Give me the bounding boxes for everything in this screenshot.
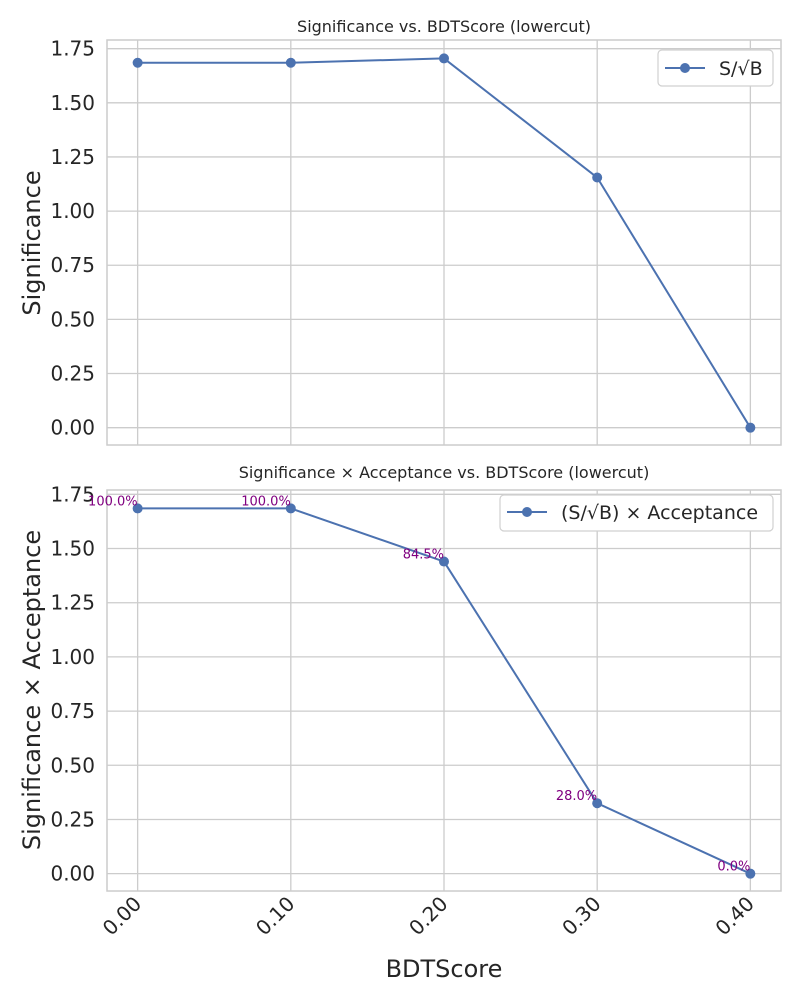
x-tick-label: 0.00 bbox=[98, 892, 146, 940]
top-y-axis-label: Significance bbox=[18, 170, 46, 315]
data-point bbox=[132, 57, 143, 68]
top-legend-marker bbox=[680, 63, 690, 73]
y-tick-label: 0.50 bbox=[50, 307, 95, 331]
y-tick-label: 0.25 bbox=[50, 362, 95, 386]
y-tick-label: 0.00 bbox=[50, 862, 95, 886]
bottom-chart-title: Significance × Acceptance vs. BDTScore (… bbox=[239, 463, 650, 482]
top-legend-box bbox=[657, 49, 774, 87]
data-point bbox=[285, 503, 296, 514]
y-tick-label: 0.00 bbox=[50, 416, 95, 440]
y-tick-label: 1.50 bbox=[50, 91, 95, 115]
data-point bbox=[285, 57, 296, 68]
x-axis-label: BDTScore bbox=[386, 955, 503, 983]
y-tick-label: 1.25 bbox=[50, 591, 95, 615]
data-point bbox=[592, 172, 603, 183]
top-chart-title: Significance vs. BDTScore (lowercut) bbox=[297, 17, 591, 36]
bottom-legend-marker bbox=[522, 507, 532, 517]
data-point bbox=[439, 53, 449, 64]
data-point bbox=[132, 503, 143, 514]
data-point bbox=[592, 798, 603, 809]
bottom-panel: 0.00 0.25 0.50 0.75 1.00 1.25 1.50 1.75 0.00 0.1… bbox=[18, 463, 782, 983]
y-tick-label: 1.75 bbox=[50, 482, 95, 506]
y-tick-label: 1.25 bbox=[50, 145, 95, 169]
y-tick-label: 1.00 bbox=[50, 645, 95, 669]
data-point bbox=[745, 422, 756, 433]
data-point bbox=[439, 556, 449, 567]
acceptance-annotation: 0.0% bbox=[717, 860, 750, 875]
top-legend: S/√B bbox=[657, 49, 774, 87]
y-tick-label: 1.00 bbox=[50, 199, 95, 223]
bottom-legend-box bbox=[499, 494, 774, 532]
acceptance-annotation: 84.5% bbox=[403, 548, 444, 563]
data-point bbox=[745, 868, 756, 879]
y-tick-label: 0.75 bbox=[50, 253, 95, 277]
acceptance-annotation: 100.0% bbox=[88, 494, 138, 509]
x-tick-label: 0.40 bbox=[710, 892, 758, 940]
bottom-axes-frame bbox=[106, 489, 782, 892]
acceptance-annotation: 28.0% bbox=[556, 789, 597, 804]
top-legend-label: S/√B bbox=[719, 58, 763, 80]
x-tick-label: 0.30 bbox=[557, 892, 605, 940]
x-tick-label: 0.20 bbox=[404, 892, 452, 940]
top-panel: 0.00 0.25 0.50 0.75 1.00 1.25 1.50 1.75 Signifi… bbox=[18, 17, 782, 446]
y-tick-label: 1.50 bbox=[50, 537, 95, 561]
acceptance-annotation: 100.0% bbox=[241, 494, 291, 509]
y-tick-label: 0.75 bbox=[50, 699, 95, 723]
y-tick-label: 0.25 bbox=[50, 807, 95, 831]
y-tick-label: 1.75 bbox=[50, 37, 95, 61]
x-tick-label: 0.10 bbox=[251, 892, 299, 940]
bottom-legend: (S/√B) × Acceptance bbox=[499, 494, 774, 532]
y-tick-label: 0.50 bbox=[50, 753, 95, 777]
bottom-y-axis-label: Significance × Acceptance bbox=[18, 530, 46, 850]
bottom-legend-label: (S/√B) × Acceptance bbox=[561, 502, 758, 524]
top-axes-frame bbox=[106, 39, 782, 446]
